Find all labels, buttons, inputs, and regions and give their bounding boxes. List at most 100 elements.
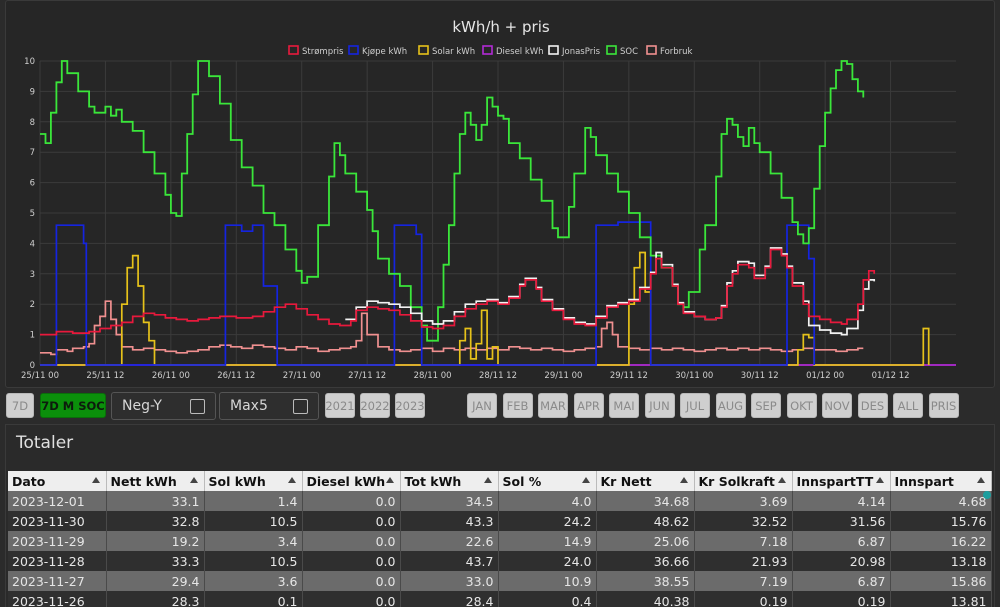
sort-arrow-icon xyxy=(976,477,985,483)
table-cell: 3.69 xyxy=(694,491,793,511)
column-header-kr-solkraft[interactable]: Kr Solkraft xyxy=(694,471,793,491)
legend-label: Strømpris xyxy=(302,47,344,57)
column-header-tot-kwh[interactable]: Tot kWh xyxy=(400,471,499,491)
table-cell: 19.2 xyxy=(106,531,205,551)
table-cell: 10.5 xyxy=(204,511,303,531)
table-cell: 2023-11-30 xyxy=(8,511,107,531)
table-cell: 15.76 xyxy=(890,511,992,531)
y-tick-label: 9 xyxy=(30,87,35,97)
legend-swatch xyxy=(606,45,617,55)
month-button-mai[interactable]: MAI xyxy=(609,393,639,418)
x-tick-label: 01/12 12 xyxy=(872,371,910,381)
sort-arrow-icon xyxy=(189,477,198,483)
table-cell: 33.0 xyxy=(400,571,499,591)
table-cell: 28.4 xyxy=(400,591,499,607)
month-button-jul[interactable]: JUL xyxy=(680,393,710,418)
legend-swatch xyxy=(548,45,559,55)
month-button-okt[interactable]: OKT xyxy=(786,393,817,418)
scrollbar-thumb[interactable] xyxy=(983,491,991,499)
table-cell: 0.0 xyxy=(302,531,401,551)
totals-title: Totaler xyxy=(16,433,74,453)
y-tick-label: 3 xyxy=(30,270,35,280)
y-tick-label: 10 xyxy=(24,57,35,67)
x-tick-label: 25/11 12 xyxy=(86,371,124,381)
column-header-diesel-kwh[interactable]: Diesel kWh xyxy=(302,471,401,491)
legend-swatch xyxy=(418,45,429,55)
month-button-pris[interactable]: PRIS xyxy=(928,393,959,418)
table-cell: 0.0 xyxy=(302,591,401,607)
column-header-sol-kwh[interactable]: Sol kWh xyxy=(204,471,303,491)
checkbox[interactable] xyxy=(293,399,308,414)
table-cell: 43.3 xyxy=(400,511,499,531)
month-button-jun[interactable]: JUN xyxy=(644,393,675,418)
year-button-2022[interactable]: 2022 xyxy=(360,393,390,418)
table-row[interactable]: 2023-11-26 28.3 0.1 0.0 28.4 0.4 40.38 0.19 0.19… xyxy=(8,591,992,607)
table-cell: 0.19 xyxy=(792,591,891,607)
month-button-nov[interactable]: NOV xyxy=(822,393,852,418)
table-cell: 33.1 xyxy=(106,491,205,511)
month-button-des[interactable]: DES xyxy=(857,393,888,418)
table-cell: 36.66 xyxy=(596,551,695,571)
column-header-innspart[interactable]: Innspart xyxy=(890,471,992,491)
y-tick-label: 1 xyxy=(30,331,35,341)
sort-arrow-icon xyxy=(91,477,100,483)
sort-arrow-icon xyxy=(875,477,884,483)
x-tick-label: 29/11 12 xyxy=(610,371,648,381)
column-header-kr-nett[interactable]: Kr Nett xyxy=(596,471,695,491)
table-cell: 1.4 xyxy=(204,491,303,511)
month-button-feb[interactable]: FEB xyxy=(502,393,533,418)
range-button-7d[interactable]: 7D xyxy=(6,393,34,418)
table-row[interactable]: 2023-11-27 29.4 3.6 0.0 33.0 10.9 38.55 7.19 6.8… xyxy=(8,571,992,591)
sort-arrow-icon xyxy=(777,477,786,483)
table-cell: 0.0 xyxy=(302,511,401,531)
table-row[interactable]: 2023-11-30 32.8 10.5 0.0 43.3 24.2 48.62 32.52 3… xyxy=(8,511,992,531)
toggle-label: Max5 xyxy=(230,398,268,414)
x-tick-label: 26/11 12 xyxy=(217,371,255,381)
x-tick-label: 25/11 00 xyxy=(21,371,59,381)
table-cell: 48.62 xyxy=(596,511,695,531)
x-tick-label: 28/11 00 xyxy=(414,371,452,381)
table-row[interactable]: 2023-12-01 33.1 1.4 0.0 34.5 4.0 34.68 3.69 4.14… xyxy=(8,491,992,511)
table-cell: 0.0 xyxy=(302,551,401,571)
column-header-sol-[interactable]: Sol % xyxy=(498,471,597,491)
series-line-str-mpris xyxy=(40,248,876,336)
month-button-sep[interactable]: SEP xyxy=(751,393,781,418)
column-header-innsparttt[interactable]: InnspartTT xyxy=(792,471,891,491)
column-header-nett-kwh[interactable]: Nett kWh xyxy=(106,471,205,491)
table-cell: 3.4 xyxy=(204,531,303,551)
column-header-dato[interactable]: Dato xyxy=(8,471,107,491)
table-cell: 13.18 xyxy=(890,551,992,571)
range-button-7d-m-soc[interactable]: 7D M SOC xyxy=(40,393,106,418)
toggle-neg-y[interactable]: Neg-Y xyxy=(111,392,216,420)
table-cell: 43.7 xyxy=(400,551,499,571)
checkbox[interactable] xyxy=(190,399,205,414)
sort-arrow-icon xyxy=(679,477,688,483)
y-tick-label: 5 xyxy=(30,209,35,219)
table-cell: 7.19 xyxy=(694,571,793,591)
year-button-2023[interactable]: 2023 xyxy=(395,393,425,418)
year-button-2021[interactable]: 2021 xyxy=(325,393,355,418)
table-cell: 14.9 xyxy=(498,531,597,551)
x-tick-label: 28/11 12 xyxy=(479,371,517,381)
table-cell: 2023-11-28 xyxy=(8,551,107,571)
controls-bar: 7D 7D M SOC Neg-Y Max5 2021 2022 2023 JAN FEB MAR… xyxy=(0,391,1000,421)
legend-label: Solar kWh xyxy=(432,47,475,57)
table-cell: 2023-11-29 xyxy=(8,531,107,551)
table-cell: 10.9 xyxy=(498,571,597,591)
table-cell: 7.18 xyxy=(694,531,793,551)
series-line-kj-pe-kwh xyxy=(40,221,816,366)
month-button-aug[interactable]: AUG xyxy=(715,393,746,418)
month-button-apr[interactable]: APR xyxy=(573,393,604,418)
toggle-max5[interactable]: Max5 xyxy=(219,392,319,420)
y-tick-label: 6 xyxy=(30,179,35,189)
x-tick-label: 01/12 00 xyxy=(806,371,844,381)
table-row[interactable]: 2023-11-28 33.3 10.5 0.0 43.7 24.0 36.66 21.93 2… xyxy=(8,551,992,571)
month-button-jan[interactable]: JAN xyxy=(467,393,497,418)
table-row[interactable]: 2023-11-29 19.2 3.4 0.0 22.6 14.9 25.06 7.18 6.8… xyxy=(8,531,992,551)
table-cell: 3.6 xyxy=(204,571,303,591)
month-button-mar[interactable]: MAR xyxy=(538,393,568,418)
table-cell: 28.3 xyxy=(106,591,205,607)
table-cell: 33.3 xyxy=(106,551,205,571)
month-button-all[interactable]: ALL xyxy=(893,393,923,418)
y-tick-label: 4 xyxy=(30,239,35,249)
